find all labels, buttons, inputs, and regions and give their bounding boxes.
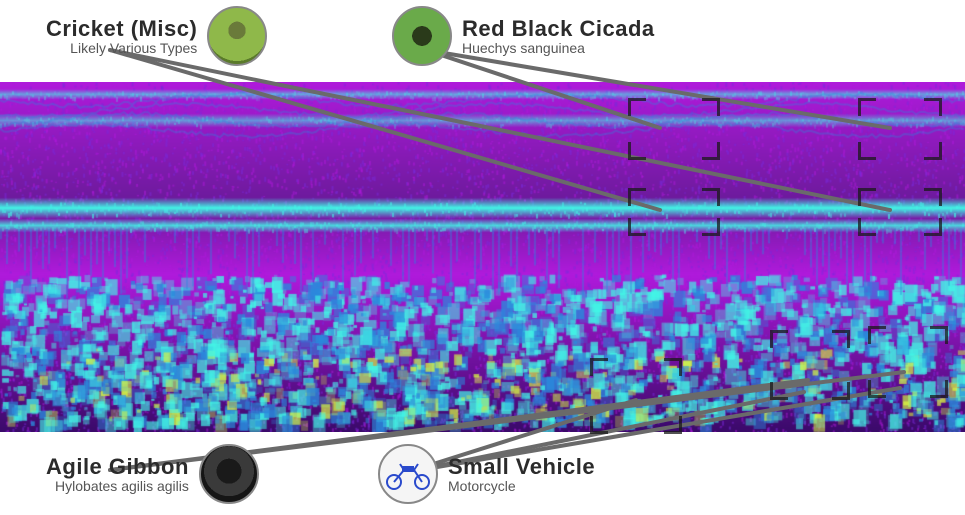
cricket-icon bbox=[207, 6, 267, 66]
label-cicada: Red Black Cicada Huechys sanguinea bbox=[392, 6, 655, 66]
label-title-cricket: Cricket (Misc) bbox=[46, 16, 197, 42]
motorcycle-icon bbox=[378, 444, 438, 504]
label-title-vehicle: Small Vehicle bbox=[448, 454, 595, 480]
label-sub-cricket: Likely Various Types bbox=[46, 40, 197, 56]
gibbon-icon bbox=[199, 444, 259, 504]
label-vehicle: Small Vehicle Motorcycle bbox=[378, 444, 595, 504]
label-title-cicada: Red Black Cicada bbox=[462, 16, 655, 42]
label-cricket: Cricket (Misc) Likely Various Types bbox=[46, 6, 267, 66]
cicada-icon bbox=[392, 6, 452, 66]
audio-spectrogram bbox=[0, 82, 965, 432]
label-sub-cicada: Huechys sanguinea bbox=[462, 40, 655, 56]
label-gibbon: Agile Gibbon Hylobates agilis agilis bbox=[46, 444, 259, 504]
label-title-gibbon: Agile Gibbon bbox=[46, 454, 189, 480]
label-sub-vehicle: Motorcycle bbox=[448, 478, 595, 494]
label-sub-gibbon: Hylobates agilis agilis bbox=[46, 478, 189, 494]
